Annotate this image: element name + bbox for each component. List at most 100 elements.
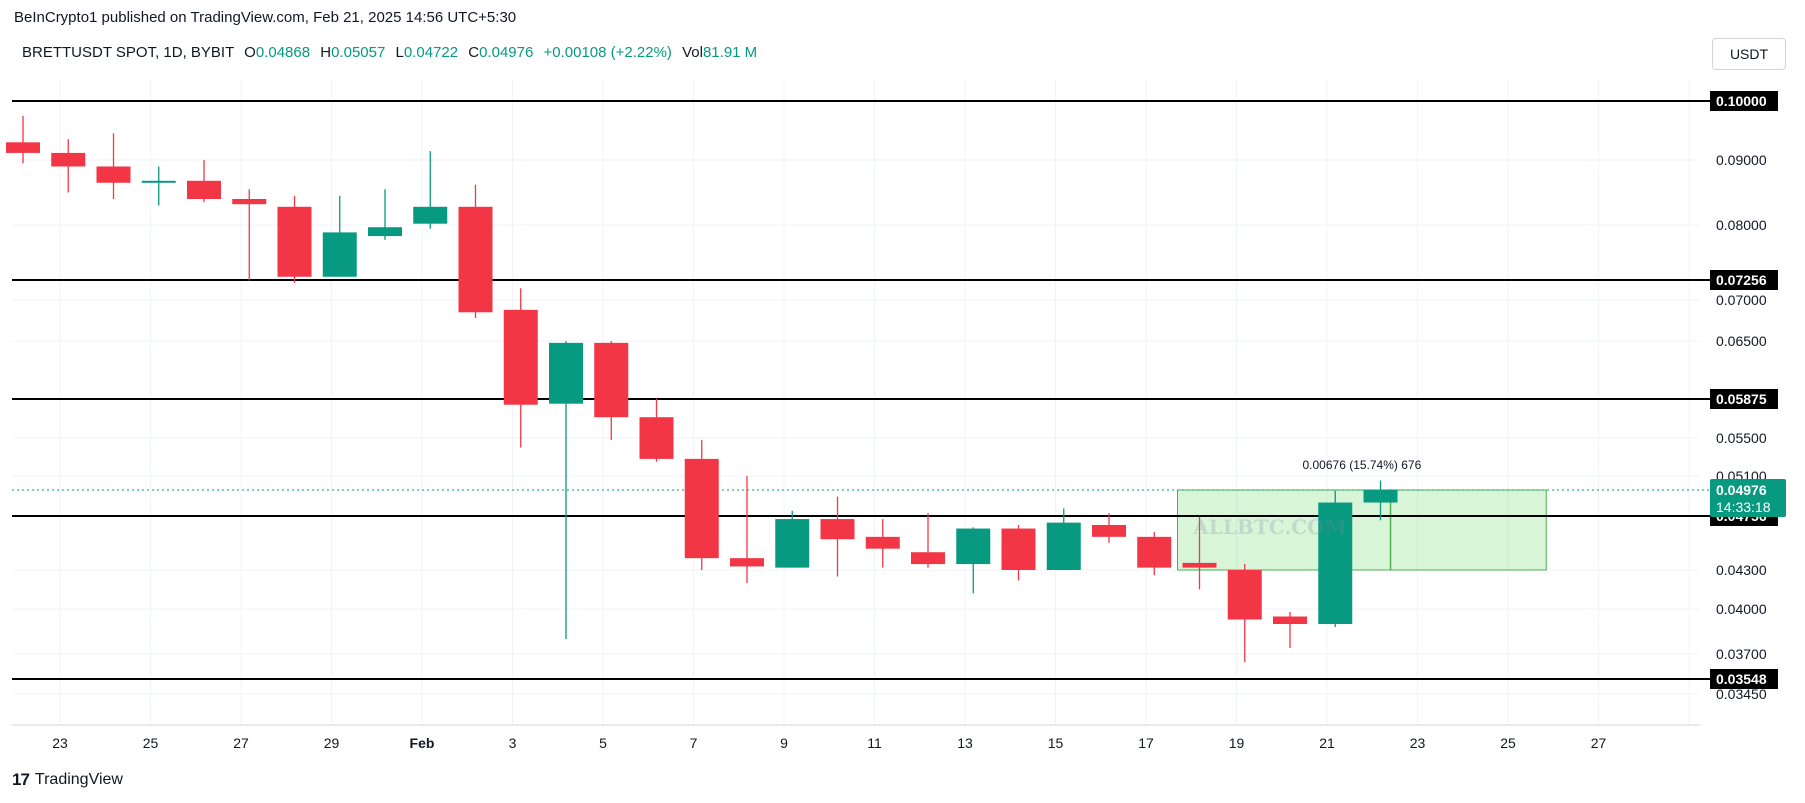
low-label: L bbox=[395, 44, 404, 61]
candle-body bbox=[1137, 536, 1172, 568]
candle-body bbox=[96, 166, 131, 183]
price-tick-label: 0.03700 bbox=[1716, 646, 1767, 662]
time-tick-label: 11 bbox=[867, 735, 882, 751]
candle bbox=[956, 527, 991, 594]
symbol-name[interactable]: BRETTUSDT SPOT, 1D, BYBIT bbox=[22, 44, 234, 61]
open-value: 0.04868 bbox=[255, 44, 311, 61]
candle-body bbox=[368, 227, 402, 237]
horizontal-levels bbox=[12, 100, 1710, 680]
time-tick-label: 15 bbox=[1048, 735, 1064, 751]
level-price-tag bbox=[1710, 669, 1778, 689]
candle bbox=[51, 139, 86, 193]
time-tick-label: 7 bbox=[690, 735, 698, 751]
candle-body bbox=[1363, 489, 1398, 503]
change-value: +0.00108 (+2.22%) bbox=[543, 44, 672, 61]
candle-body bbox=[639, 417, 674, 459]
candle-body bbox=[549, 342, 583, 404]
candle-body bbox=[1001, 528, 1036, 570]
high-value: 0.05057 bbox=[331, 44, 386, 61]
tradingview-logo[interactable]: 17 TradingView bbox=[12, 770, 123, 790]
candle bbox=[96, 133, 131, 199]
time-tick-label: 19 bbox=[1229, 735, 1245, 751]
candle-body bbox=[277, 206, 312, 277]
time-tick-label: 27 bbox=[233, 735, 249, 751]
currency-button[interactable]: USDT bbox=[1712, 38, 1786, 70]
time-axis: 23 25 27 29 Feb 3 5 7 9 11 13 15 17 19 21 23 25 27 bbox=[52, 735, 1606, 751]
price-tick-label: 0.04000 bbox=[1716, 601, 1767, 617]
watermark-text: ALLBTC.COM bbox=[1192, 515, 1346, 539]
level-price-tag bbox=[1710, 389, 1778, 409]
candle bbox=[684, 439, 719, 570]
price-tick-label: 0.07000 bbox=[1716, 292, 1767, 308]
time-tick-label: 21 bbox=[1319, 735, 1335, 751]
level-price-label: 0.03548 bbox=[1716, 671, 1767, 687]
candle-body bbox=[820, 519, 855, 540]
candle bbox=[1137, 532, 1172, 576]
candle-body bbox=[1182, 562, 1217, 568]
candle bbox=[730, 476, 764, 583]
ohlc-legend: BRETTUSDT SPOT, 1D, BYBIT O0.04868 H0.05… bbox=[22, 44, 757, 61]
price-range-measure: 0.00676 (15.74%) 676 bbox=[1177, 458, 1547, 571]
measure-label: 0.00676 (15.74%) 676 bbox=[1302, 458, 1421, 472]
candle bbox=[1318, 490, 1353, 627]
candle bbox=[865, 519, 900, 568]
candle-body bbox=[187, 180, 221, 199]
candle-body bbox=[1227, 570, 1262, 620]
price-axis: 0.090000.080000.070000.065000.055000.051… bbox=[1710, 91, 1786, 702]
candle-body bbox=[1273, 616, 1307, 624]
time-tick-label: 13 bbox=[957, 735, 973, 751]
candle-body bbox=[141, 180, 176, 183]
last-price-tag bbox=[1710, 479, 1786, 517]
candle-body bbox=[1318, 502, 1353, 624]
time-tick-label: 25 bbox=[1500, 735, 1516, 751]
close-value: 0.04976 bbox=[479, 44, 534, 61]
publish-attribution: BeInCrypto1 published on TradingView.com… bbox=[14, 9, 517, 26]
time-tick-label: 3 bbox=[509, 735, 517, 751]
candle bbox=[503, 288, 538, 448]
price-tick-label: 0.05500 bbox=[1716, 430, 1767, 446]
level-price-tag bbox=[1710, 91, 1778, 111]
candle bbox=[639, 398, 674, 462]
candle bbox=[6, 115, 40, 164]
time-tick-label: 17 bbox=[1138, 735, 1154, 751]
candle-body bbox=[865, 536, 900, 549]
candle bbox=[1363, 480, 1398, 521]
candle bbox=[820, 496, 855, 577]
price-tick-label: 0.04300 bbox=[1716, 562, 1767, 578]
tradingview-brand: TradingView bbox=[34, 771, 123, 788]
time-tick-label: 27 bbox=[1591, 735, 1607, 751]
low-value: 0.04722 bbox=[403, 44, 459, 61]
candle-body bbox=[775, 519, 810, 568]
candle bbox=[1182, 516, 1217, 590]
high-label: H bbox=[320, 44, 332, 61]
candle bbox=[1227, 564, 1262, 663]
candle bbox=[1273, 612, 1307, 648]
price-tick-label: 0.06500 bbox=[1716, 333, 1767, 349]
candle bbox=[413, 151, 448, 229]
candle-body bbox=[956, 528, 991, 565]
bar-countdown: 14:33:18 bbox=[1716, 499, 1771, 515]
price-tick-label: 0.09000 bbox=[1716, 152, 1767, 168]
candle-body bbox=[684, 458, 719, 559]
time-tick-label: 5 bbox=[599, 735, 607, 751]
time-tick-label: 23 bbox=[52, 735, 68, 751]
candle-body bbox=[1046, 522, 1081, 570]
candle bbox=[141, 166, 176, 206]
candle bbox=[549, 341, 583, 639]
candle-body bbox=[503, 309, 538, 405]
candles bbox=[6, 115, 1398, 663]
open-label: O bbox=[244, 44, 256, 61]
level-price-label: 0.07256 bbox=[1716, 272, 1767, 288]
measure-box bbox=[1177, 489, 1547, 571]
candle-body bbox=[6, 142, 40, 153]
candle bbox=[232, 189, 267, 281]
time-tick-label: Feb bbox=[410, 735, 435, 751]
level-price-label: 0.05875 bbox=[1716, 391, 1767, 407]
candle bbox=[458, 184, 493, 319]
candle-body bbox=[322, 232, 357, 277]
watermark: ALLBTC.COM bbox=[1192, 515, 1346, 539]
candle-body bbox=[413, 206, 448, 224]
time-tick-label: 9 bbox=[780, 735, 788, 751]
candle bbox=[594, 341, 629, 440]
